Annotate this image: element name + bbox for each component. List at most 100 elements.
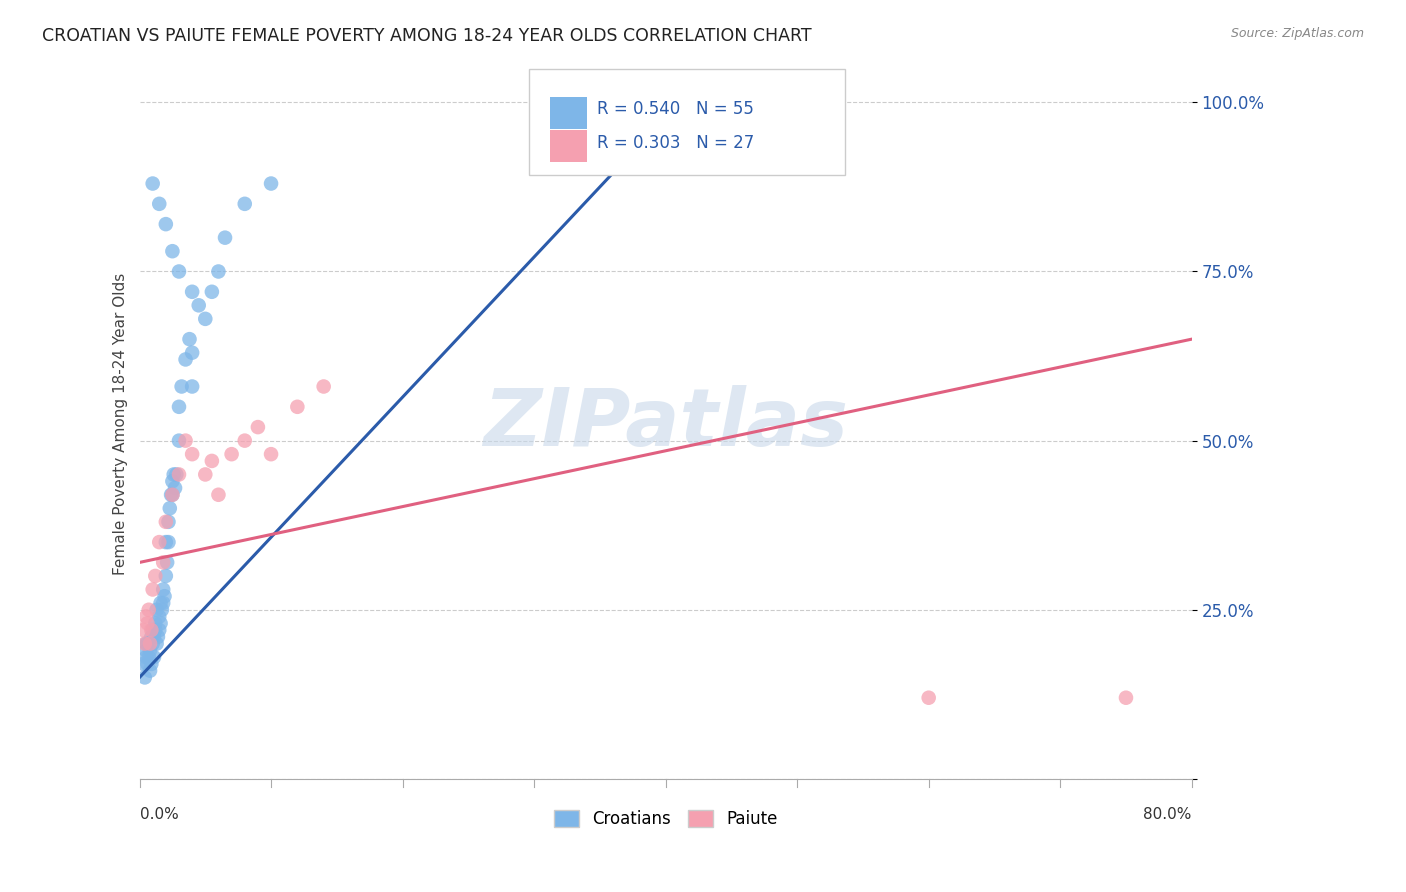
Text: 80.0%: 80.0% <box>1143 807 1192 822</box>
Point <box>145 637 167 651</box>
Point <box>135 643 157 657</box>
Point <box>187 298 209 312</box>
Point <box>162 488 184 502</box>
Point <box>143 630 166 644</box>
Point <box>135 637 157 651</box>
Point <box>207 264 229 278</box>
Point <box>157 535 180 549</box>
Point <box>181 345 204 359</box>
Legend: Croatians, Paiute: Croatians, Paiute <box>547 803 785 835</box>
Point <box>174 434 197 448</box>
Point <box>214 230 236 244</box>
Point <box>155 515 177 529</box>
Point <box>167 264 190 278</box>
Point <box>148 623 170 637</box>
Point <box>142 177 165 191</box>
Text: ZIPatlas: ZIPatlas <box>484 384 848 463</box>
Point <box>155 535 177 549</box>
Point <box>143 616 166 631</box>
Point <box>145 603 167 617</box>
Point <box>312 379 335 393</box>
Point <box>167 434 190 448</box>
Point <box>138 603 160 617</box>
Point <box>135 609 157 624</box>
Point <box>148 609 170 624</box>
Y-axis label: Female Poverty Among 18-24 Year Olds: Female Poverty Among 18-24 Year Olds <box>114 273 128 574</box>
Point <box>181 285 204 299</box>
Point <box>155 569 177 583</box>
Point <box>134 670 156 684</box>
Point <box>162 488 184 502</box>
Point <box>201 285 224 299</box>
Point <box>181 379 204 393</box>
Point <box>167 400 190 414</box>
Point <box>143 569 166 583</box>
Point <box>152 556 174 570</box>
Point <box>194 311 217 326</box>
Point <box>207 488 229 502</box>
Point <box>918 690 941 705</box>
Point <box>156 556 179 570</box>
Point <box>141 623 163 637</box>
Text: 0.0%: 0.0% <box>139 807 179 822</box>
Point <box>132 657 155 671</box>
Point <box>149 596 172 610</box>
Point <box>155 217 177 231</box>
Point <box>163 467 186 482</box>
Point <box>139 643 162 657</box>
Point <box>152 596 174 610</box>
Point <box>285 400 308 414</box>
Point <box>233 434 256 448</box>
Point <box>1115 690 1137 705</box>
Point <box>136 637 159 651</box>
Point <box>162 244 184 259</box>
Point <box>139 637 162 651</box>
Point <box>181 447 204 461</box>
Point <box>132 623 155 637</box>
Point <box>165 467 187 482</box>
Point <box>260 177 283 191</box>
Point <box>152 582 174 597</box>
Point <box>142 637 165 651</box>
Point <box>143 650 166 665</box>
FancyBboxPatch shape <box>550 130 586 162</box>
Point <box>179 332 201 346</box>
Point <box>136 657 159 671</box>
Point <box>142 582 165 597</box>
Point <box>221 447 243 461</box>
Point <box>194 467 217 482</box>
Point <box>162 474 184 488</box>
Text: CROATIAN VS PAIUTE FEMALE POVERTY AMONG 18-24 YEAR OLDS CORRELATION CHART: CROATIAN VS PAIUTE FEMALE POVERTY AMONG … <box>42 27 811 45</box>
FancyBboxPatch shape <box>550 97 586 129</box>
Point <box>153 589 176 603</box>
Point <box>167 467 190 482</box>
Point <box>148 535 170 549</box>
Point <box>260 447 283 461</box>
Text: Source: ZipAtlas.com: Source: ZipAtlas.com <box>1230 27 1364 40</box>
Point <box>143 623 166 637</box>
Point <box>141 630 163 644</box>
Point <box>201 454 224 468</box>
Point <box>174 352 197 367</box>
Point <box>136 616 159 631</box>
Point <box>134 637 156 651</box>
Point <box>138 650 160 665</box>
Point <box>246 420 269 434</box>
FancyBboxPatch shape <box>529 69 845 175</box>
Point <box>135 650 157 665</box>
Text: R = 0.303   N = 27: R = 0.303 N = 27 <box>598 134 755 152</box>
Point <box>148 197 170 211</box>
Point <box>170 379 193 393</box>
Point <box>233 197 256 211</box>
Point <box>157 515 180 529</box>
Point <box>146 630 169 644</box>
Point <box>150 603 173 617</box>
Point <box>159 501 181 516</box>
Point <box>141 657 163 671</box>
Point <box>149 616 172 631</box>
Point <box>139 664 162 678</box>
Text: R = 0.540   N = 55: R = 0.540 N = 55 <box>598 101 754 119</box>
Point <box>160 488 183 502</box>
Point <box>163 481 186 495</box>
Point <box>142 623 165 637</box>
